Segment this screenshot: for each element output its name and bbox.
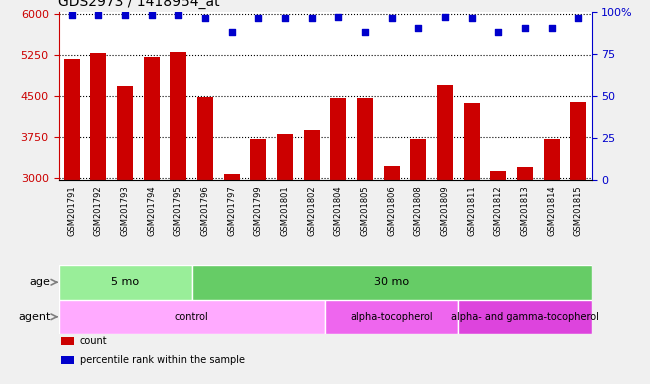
Bar — [250, 139, 266, 341]
Point — [573, 15, 584, 22]
Point — [386, 15, 396, 22]
Point — [94, 12, 104, 18]
Point — [333, 13, 343, 20]
Bar — [330, 98, 346, 341]
Bar — [197, 97, 213, 341]
Text: 30 mo: 30 mo — [374, 277, 410, 287]
Bar — [277, 134, 293, 341]
Point — [360, 29, 370, 35]
FancyBboxPatch shape — [192, 265, 592, 300]
Text: age: age — [30, 277, 51, 287]
Point — [254, 15, 264, 22]
FancyBboxPatch shape — [458, 300, 592, 334]
Bar — [61, 337, 75, 346]
Point — [467, 15, 477, 22]
Bar — [517, 167, 533, 341]
Bar — [437, 85, 453, 341]
Bar — [384, 166, 400, 341]
Bar — [144, 57, 160, 341]
Bar — [90, 53, 107, 341]
Text: alpha- and gamma-tocopherol: alpha- and gamma-tocopherol — [451, 312, 599, 322]
Text: percentile rank within the sample: percentile rank within the sample — [80, 355, 245, 365]
Bar — [304, 130, 320, 341]
Point — [439, 13, 450, 20]
Point — [280, 15, 291, 22]
Text: GDS2973 / 1418954_at: GDS2973 / 1418954_at — [58, 0, 220, 9]
FancyBboxPatch shape — [325, 300, 458, 334]
Bar — [117, 86, 133, 341]
Bar — [170, 52, 187, 341]
FancyBboxPatch shape — [58, 265, 192, 300]
Text: agent: agent — [18, 312, 51, 322]
Point — [227, 29, 237, 35]
Text: control: control — [175, 312, 209, 322]
Bar — [61, 356, 75, 364]
Bar — [543, 139, 560, 341]
FancyBboxPatch shape — [58, 300, 325, 334]
Point — [493, 29, 504, 35]
Text: count: count — [80, 336, 107, 346]
Text: 5 mo: 5 mo — [111, 277, 139, 287]
Point — [520, 25, 530, 31]
Bar — [463, 103, 480, 341]
Bar — [570, 102, 586, 341]
Point — [147, 12, 157, 18]
Point — [307, 15, 317, 22]
Bar — [490, 170, 506, 341]
Point — [413, 25, 424, 31]
Bar — [64, 59, 80, 341]
Text: alpha-tocopherol: alpha-tocopherol — [350, 312, 433, 322]
Bar — [410, 139, 426, 341]
Point — [120, 12, 130, 18]
Point — [200, 15, 211, 22]
Bar — [224, 174, 240, 341]
Point — [547, 25, 557, 31]
Point — [67, 12, 77, 18]
Bar — [357, 98, 373, 341]
Point — [173, 12, 184, 18]
